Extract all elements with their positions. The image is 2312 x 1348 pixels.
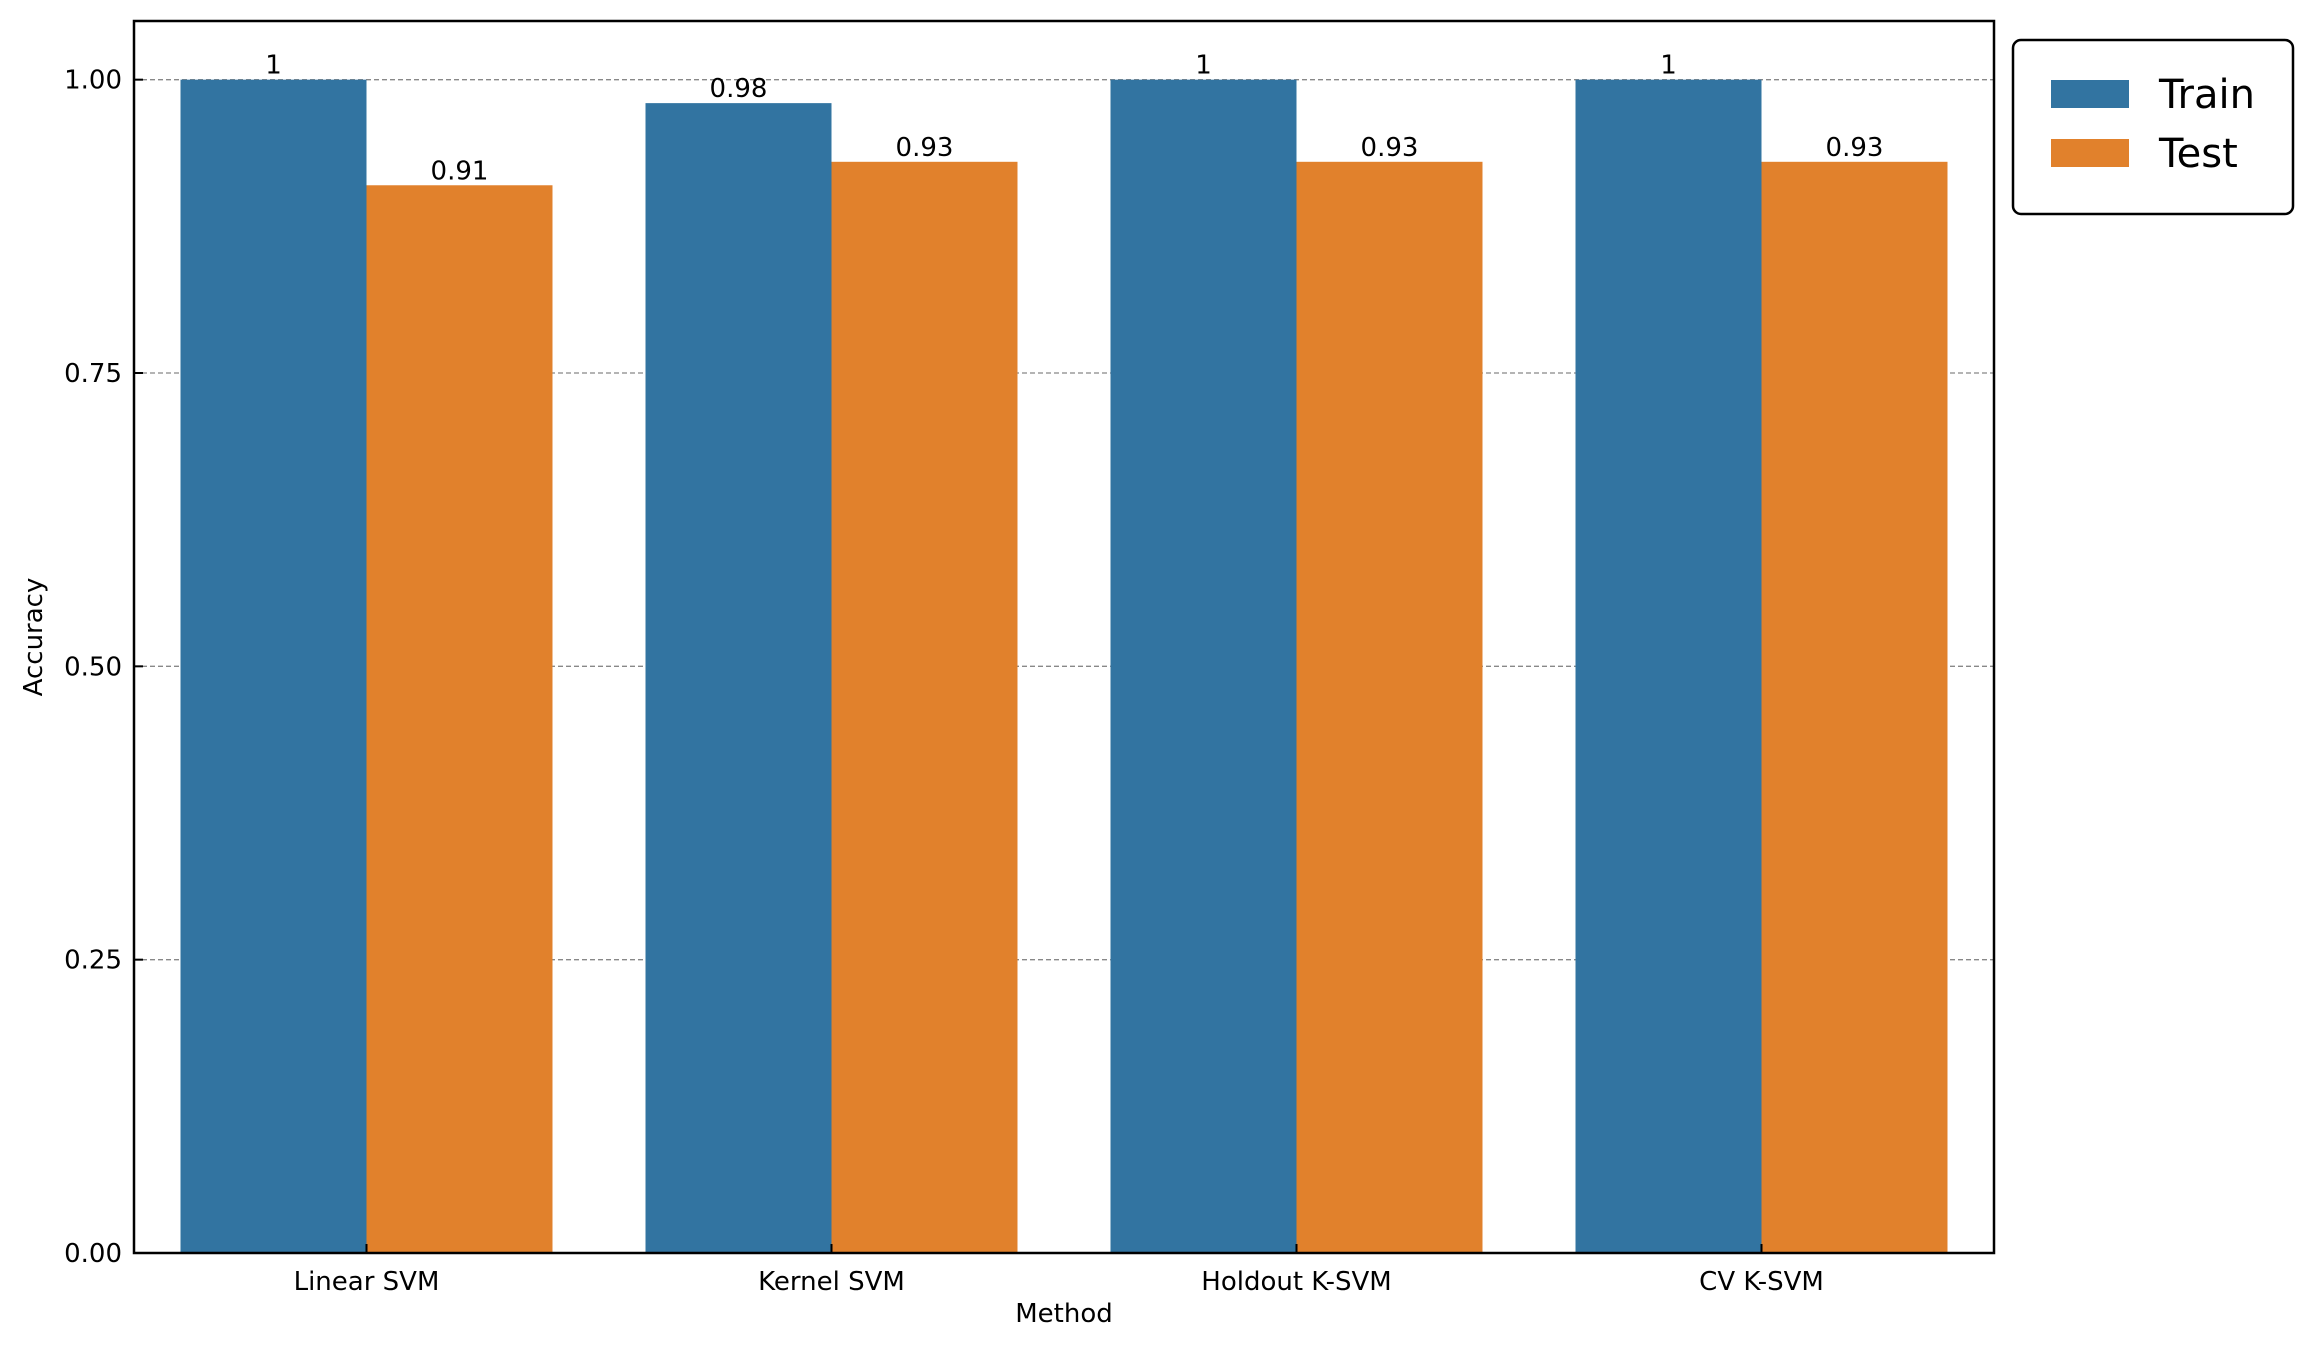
legend-label-train: Train [2158, 72, 2255, 118]
x-tick-label: Holdout K-SVM [1201, 1267, 1391, 1297]
plot-frame [132, 19, 1996, 1255]
x-axis: Linear SVM Kernel SVM Holdout K-SVM CV K-SV… [294, 1244, 1824, 1297]
bar-test [366, 185, 553, 1254]
bar-data-label: 0.93 [896, 133, 954, 163]
x-tick-label: Kernel SVM [758, 1267, 905, 1297]
bar-train [180, 79, 367, 1254]
bar-data-label: 1 [1195, 51, 1212, 81]
bar-data-label: 1 [265, 51, 282, 81]
x-tick-label: CV K-SVM [1699, 1267, 1824, 1297]
bar-data-label: 0.98 [710, 74, 768, 104]
bar-data-label: 0.93 [1361, 133, 1419, 163]
y-tick-label: 0.25 [64, 946, 122, 976]
bar-test [1761, 161, 1948, 1253]
legend-swatch-test [2051, 139, 2129, 167]
y-tick-label: 0.50 [64, 652, 122, 682]
y-tick-label: 0.00 [64, 1239, 122, 1269]
bar-data-label: 0.93 [1826, 133, 1884, 163]
x-tick-label: Linear SVM [294, 1267, 440, 1297]
legend: Train Test [2011, 38, 2295, 216]
bar-data-label: 0.91 [431, 156, 489, 186]
legend-swatch-train [2051, 80, 2129, 108]
y-tick-label: 1.00 [64, 66, 122, 96]
bar-data-label: 1 [1660, 51, 1677, 81]
bar-test [1296, 161, 1483, 1253]
bar-train [1575, 79, 1762, 1254]
legend-label-test: Test [2158, 131, 2238, 177]
x-axis-label: Method [1015, 1299, 1113, 1329]
bars [180, 79, 1948, 1254]
y-axis-label: Accuracy [19, 578, 49, 697]
y-tick-label: 0.75 [64, 359, 122, 389]
bar-train [645, 103, 832, 1254]
y-axis: 0.00 0.25 0.50 0.75 1.00 [64, 66, 143, 1269]
legend-frame [2011, 38, 2295, 216]
bar-train [1110, 79, 1297, 1254]
bar-data-labels: 1 0.91 0.98 0.93 1 0.93 1 0.93 [265, 51, 1883, 187]
bar-test [831, 161, 1018, 1253]
